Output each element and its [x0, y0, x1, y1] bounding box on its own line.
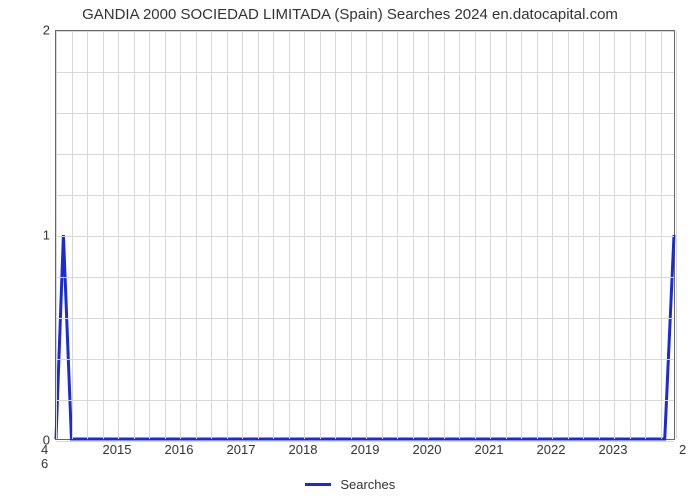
gridline-vertical — [583, 31, 584, 439]
gridline-vertical — [645, 31, 646, 439]
gridline-vertical — [630, 31, 631, 439]
gridline-horizontal — [56, 236, 674, 237]
gridline-vertical — [506, 31, 507, 439]
gridline-vertical — [661, 31, 662, 439]
chart-container: GANDIA 2000 SOCIEDAD LIMITADA (Spain) Se… — [0, 0, 700, 500]
corner-label-bottom-right: 2 — [679, 442, 686, 457]
legend-swatch — [305, 483, 331, 486]
gridline-vertical — [444, 31, 445, 439]
x-tick-label: 2017 — [227, 442, 256, 457]
gridline-vertical — [56, 31, 57, 439]
x-tick-label: 2016 — [165, 442, 194, 457]
x-tick-label: 2021 — [475, 442, 504, 457]
x-tick-label: 2022 — [537, 442, 566, 457]
gridline-vertical — [134, 31, 135, 439]
legend: Searches — [0, 476, 700, 492]
gridline-vertical — [273, 31, 274, 439]
gridline-vertical — [242, 31, 243, 439]
y-tick-label: 1 — [10, 228, 50, 243]
gridline-vertical — [382, 31, 383, 439]
gridline-vertical — [475, 31, 476, 439]
x-tick-label: 2015 — [103, 442, 132, 457]
gridline-vertical — [490, 31, 491, 439]
gridline-vertical — [196, 31, 197, 439]
gridline-vertical — [72, 31, 73, 439]
legend-label: Searches — [340, 477, 395, 492]
gridline-vertical — [180, 31, 181, 439]
corner-label-bottom-left-lower: 6 — [41, 456, 48, 471]
gridline-horizontal — [56, 318, 674, 319]
gridline-vertical — [676, 31, 677, 439]
gridline-vertical — [289, 31, 290, 439]
gridline-vertical — [320, 31, 321, 439]
gridline-horizontal — [56, 31, 674, 32]
gridline-vertical — [397, 31, 398, 439]
gridline-horizontal — [56, 400, 674, 401]
gridline-vertical — [149, 31, 150, 439]
gridline-vertical — [351, 31, 352, 439]
gridline-vertical — [459, 31, 460, 439]
gridline-horizontal — [56, 195, 674, 196]
gridline-vertical — [366, 31, 367, 439]
gridline-vertical — [118, 31, 119, 439]
gridline-vertical — [335, 31, 336, 439]
gridline-vertical — [537, 31, 538, 439]
gridline-horizontal — [56, 72, 674, 73]
x-tick-label: 2018 — [289, 442, 318, 457]
corner-label-bottom-left-upper: 4 — [41, 442, 48, 457]
gridline-vertical — [428, 31, 429, 439]
gridline-vertical — [614, 31, 615, 439]
gridline-vertical — [568, 31, 569, 439]
gridline-vertical — [211, 31, 212, 439]
gridline-vertical — [87, 31, 88, 439]
plot-area — [55, 30, 675, 440]
gridline-horizontal — [56, 359, 674, 360]
chart-title: GANDIA 2000 SOCIEDAD LIMITADA (Spain) Se… — [0, 6, 700, 23]
gridline-vertical — [599, 31, 600, 439]
gridline-vertical — [413, 31, 414, 439]
gridline-horizontal — [56, 154, 674, 155]
gridline-vertical — [227, 31, 228, 439]
gridline-vertical — [103, 31, 104, 439]
gridline-vertical — [304, 31, 305, 439]
gridline-horizontal — [56, 113, 674, 114]
gridline-vertical — [521, 31, 522, 439]
y-tick-label: 2 — [10, 23, 50, 38]
x-tick-label: 2023 — [599, 442, 628, 457]
x-tick-label: 2019 — [351, 442, 380, 457]
gridline-vertical — [552, 31, 553, 439]
gridline-vertical — [258, 31, 259, 439]
gridline-vertical — [165, 31, 166, 439]
gridline-horizontal — [56, 277, 674, 278]
x-tick-label: 2020 — [413, 442, 442, 457]
